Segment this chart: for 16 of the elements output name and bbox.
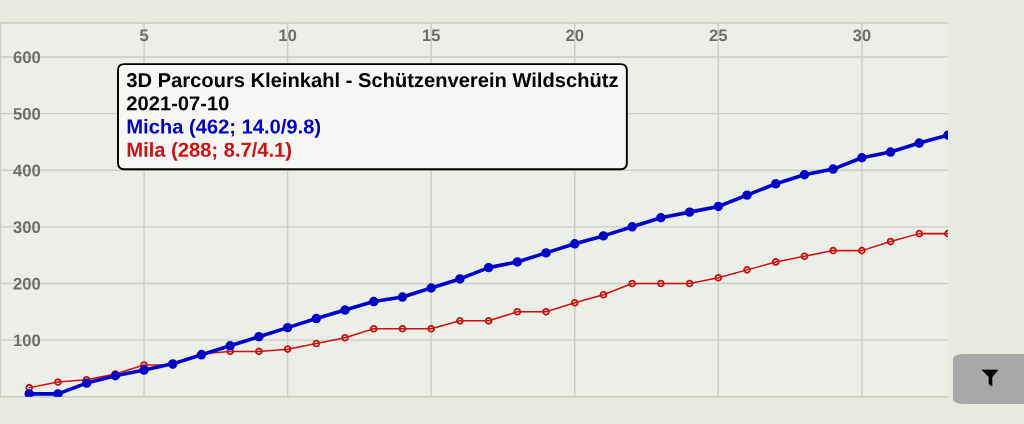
y-tick-label: 300 bbox=[13, 221, 41, 234]
y-tick-label: 200 bbox=[13, 277, 41, 290]
x-tick-label: 25 bbox=[709, 29, 728, 42]
y-tick-label: 400 bbox=[13, 164, 41, 177]
x-tick-label: 10 bbox=[279, 29, 297, 42]
y-tick-label: 600 bbox=[13, 51, 41, 64]
y-tick-label: 100 bbox=[14, 334, 41, 347]
x-tick-label: 5 bbox=[139, 29, 149, 42]
text: Mila (288; 8.7/4.1) bbox=[127, 142, 291, 161]
x-tick-label: 15 bbox=[422, 29, 440, 42]
x-tick-label: 30 bbox=[852, 29, 871, 42]
x-tick-label: 20 bbox=[566, 29, 584, 42]
text: 2021-07-10 bbox=[127, 96, 229, 111]
text: 3D Parcours Kleinkahl - Schützenverein Wildschütz bbox=[126, 72, 618, 88]
text: Micha (462; 14.0/9.8) bbox=[127, 118, 321, 138]
y-tick-label: 500 bbox=[13, 107, 41, 120]
